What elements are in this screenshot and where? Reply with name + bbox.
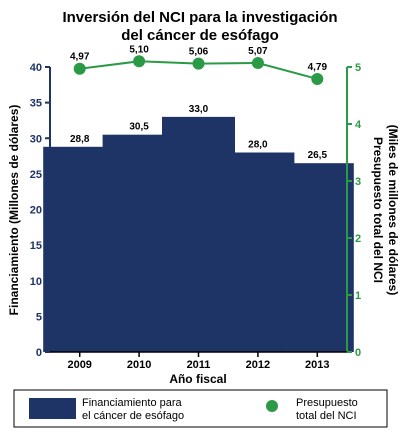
legend-line-label-line1: Presupuesto — [296, 397, 358, 409]
budget-point-2011 — [192, 57, 205, 70]
right-tick-label-4: 4 — [355, 119, 362, 131]
x-tick-label-2011: 2011 — [187, 359, 211, 371]
x-tick-label-2012: 2012 — [246, 359, 270, 371]
plot-area: 28,8 30,5 33,0 28,0 26,5 4,97 5,10 5,06 5,07 4,79… — [30, 44, 362, 371]
legend-bar-swatch — [29, 398, 76, 419]
left-axis-title: Financiamiento (Millones de dólares) — [7, 105, 21, 316]
right-tick-label-3: 3 — [355, 176, 361, 188]
bar-label-2010: 30,5 — [129, 122, 149, 133]
budget-label-2011: 5,06 — [189, 47, 209, 58]
x-tick-label-2009: 2009 — [67, 359, 91, 371]
bar-label-2012: 28,0 — [248, 140, 268, 151]
left-tick-label-15: 15 — [30, 240, 42, 252]
right-axis-title-line2: (Miles de millones de dólares) — [386, 125, 400, 296]
chart-title-line1: Inversión del NCI para la investigación — [62, 9, 337, 26]
left-tick-label-25: 25 — [30, 169, 42, 181]
budget-label-2013: 4,79 — [308, 62, 328, 73]
budget-label-2010: 5,10 — [129, 44, 149, 55]
budget-point-2009 — [73, 62, 86, 75]
right-tick-label-2: 2 — [355, 233, 361, 245]
left-tick-label-20: 20 — [30, 205, 42, 217]
bar-2013 — [280, 163, 354, 352]
legend-bar-label-line1: Financiamiento para — [82, 397, 183, 409]
x-axis-title: Año fiscal — [169, 372, 226, 386]
x-tick-label-2013: 2013 — [305, 359, 329, 371]
bar-label-2011: 33,0 — [189, 104, 209, 115]
x-tick-label-2010: 2010 — [127, 359, 151, 371]
legend-line-label-line2: total del NCI — [296, 410, 357, 422]
bar-label-2013: 26,5 — [308, 150, 328, 161]
legend-line-marker — [266, 400, 278, 412]
chart-title-line2: del cáncer de esófago — [121, 27, 279, 44]
right-axis-title-line1: Presupuesto total del NCI — [371, 137, 385, 283]
left-tick-label-10: 10 — [30, 276, 42, 288]
left-tick-label-30: 30 — [30, 133, 42, 145]
left-tick-label-40: 40 — [30, 62, 42, 74]
legend-bar-label-line2: el cáncer de esófago — [82, 410, 184, 422]
right-tick-label-0: 0 — [355, 347, 361, 359]
legend-frame — [13, 389, 388, 428]
budget-point-2010 — [133, 55, 146, 68]
right-tick-label-5: 5 — [355, 62, 361, 74]
right-tick-label-1: 1 — [355, 290, 361, 302]
budget-label-2009: 4,97 — [70, 52, 90, 63]
left-tick-label-5: 5 — [36, 311, 42, 323]
budget-point-2013 — [311, 72, 324, 85]
budget-point-2012 — [251, 57, 264, 70]
legend: Financiamiento para el cáncer de esófago… — [13, 389, 388, 428]
left-tick-label-0: 0 — [36, 347, 42, 359]
bar-label-2009: 28,8 — [70, 134, 90, 145]
budget-label-2012: 5,07 — [248, 46, 268, 57]
left-tick-label-35: 35 — [30, 98, 42, 110]
